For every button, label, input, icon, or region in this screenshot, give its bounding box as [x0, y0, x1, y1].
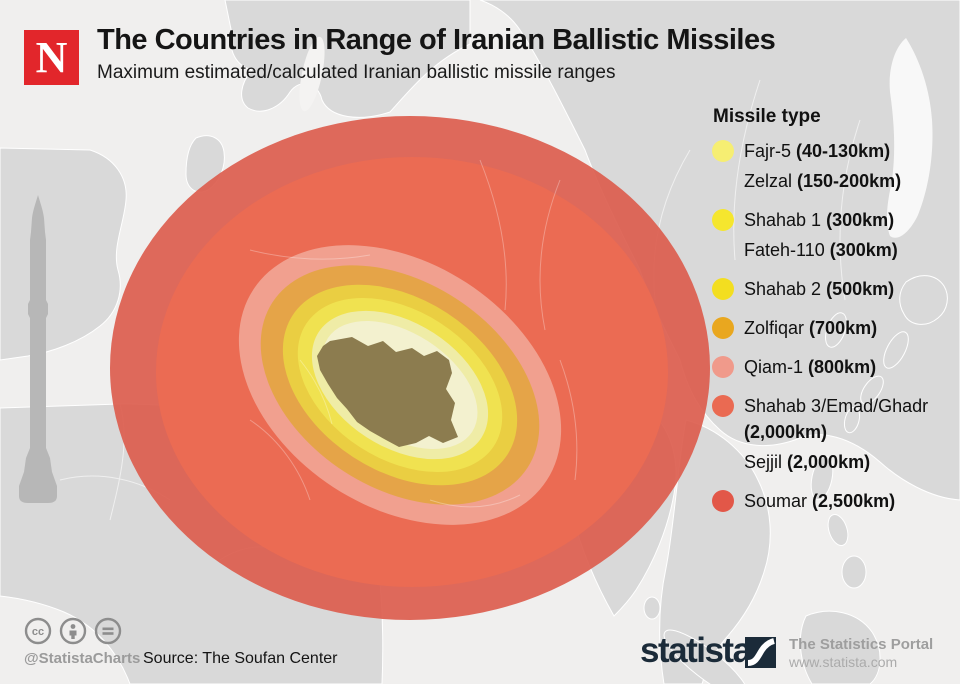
iran-country-shape [317, 337, 458, 447]
statista-tagline: The Statistics Portal [789, 636, 934, 653]
borders-over-rings [249, 159, 578, 508]
legend-dot [712, 140, 734, 162]
page-subtitle: Maximum estimated/calculated Iranian bal… [97, 62, 616, 83]
statista-wordmark: statista [640, 631, 752, 670]
legend-dot [712, 317, 734, 339]
page-title: The Countries in Range of Iranian Ballis… [97, 24, 776, 56]
legend-dot [712, 209, 734, 231]
statista-charts-handle: @StatistaCharts [24, 650, 141, 667]
legend-item-shahab1: Shahab 1 (300km) [712, 207, 950, 233]
legend-item-qiam1: Qiam-1 (800km) [712, 354, 950, 380]
legend-item-shahab2: Shahab 2 (500km) [712, 276, 950, 302]
legend-item-zolfiqar: Zolfiqar (700km) [712, 315, 950, 341]
kamchatka-highlight [886, 38, 933, 238]
legend-item-soumar: Soumar (2,500km) [712, 488, 950, 514]
legend-title: Missile type [713, 106, 821, 127]
svg-text:cc: cc [32, 626, 44, 638]
legend-item-sejjil: Sejjil (2,000km) [744, 452, 871, 472]
newsweek-logo: N [24, 30, 79, 85]
cc-by-icon [59, 617, 87, 645]
newsweek-logo-letter: N [35, 32, 68, 82]
legend-item-shahab3: Shahab 3/Emad/Ghadr (2,000km) [712, 393, 950, 445]
statista-logo-icon [745, 637, 776, 668]
legend-item-fajr5: Fajr-5 (40-130km) [712, 138, 950, 164]
creative-commons-icons: cc [24, 617, 122, 645]
legend-dot [712, 278, 734, 300]
statista-website: www.statista.com [789, 654, 898, 670]
legend-dot [712, 356, 734, 378]
legend-item-fateh110: Fateh-110 (300km) [744, 240, 898, 260]
cc-nd-icon [94, 617, 122, 645]
missile-type-legend: Missile type Fajr-5 (40-130km) Zelzal (1… [712, 106, 950, 514]
legend-dot [712, 395, 734, 417]
legend-item-zelzal: Zelzal (150-200km) [744, 171, 902, 191]
source-credit: Source: The Soufan Center [143, 650, 338, 667]
missile-silhouette-graphic [19, 195, 57, 503]
cc-icon: cc [24, 617, 52, 645]
legend-dot [712, 490, 734, 512]
